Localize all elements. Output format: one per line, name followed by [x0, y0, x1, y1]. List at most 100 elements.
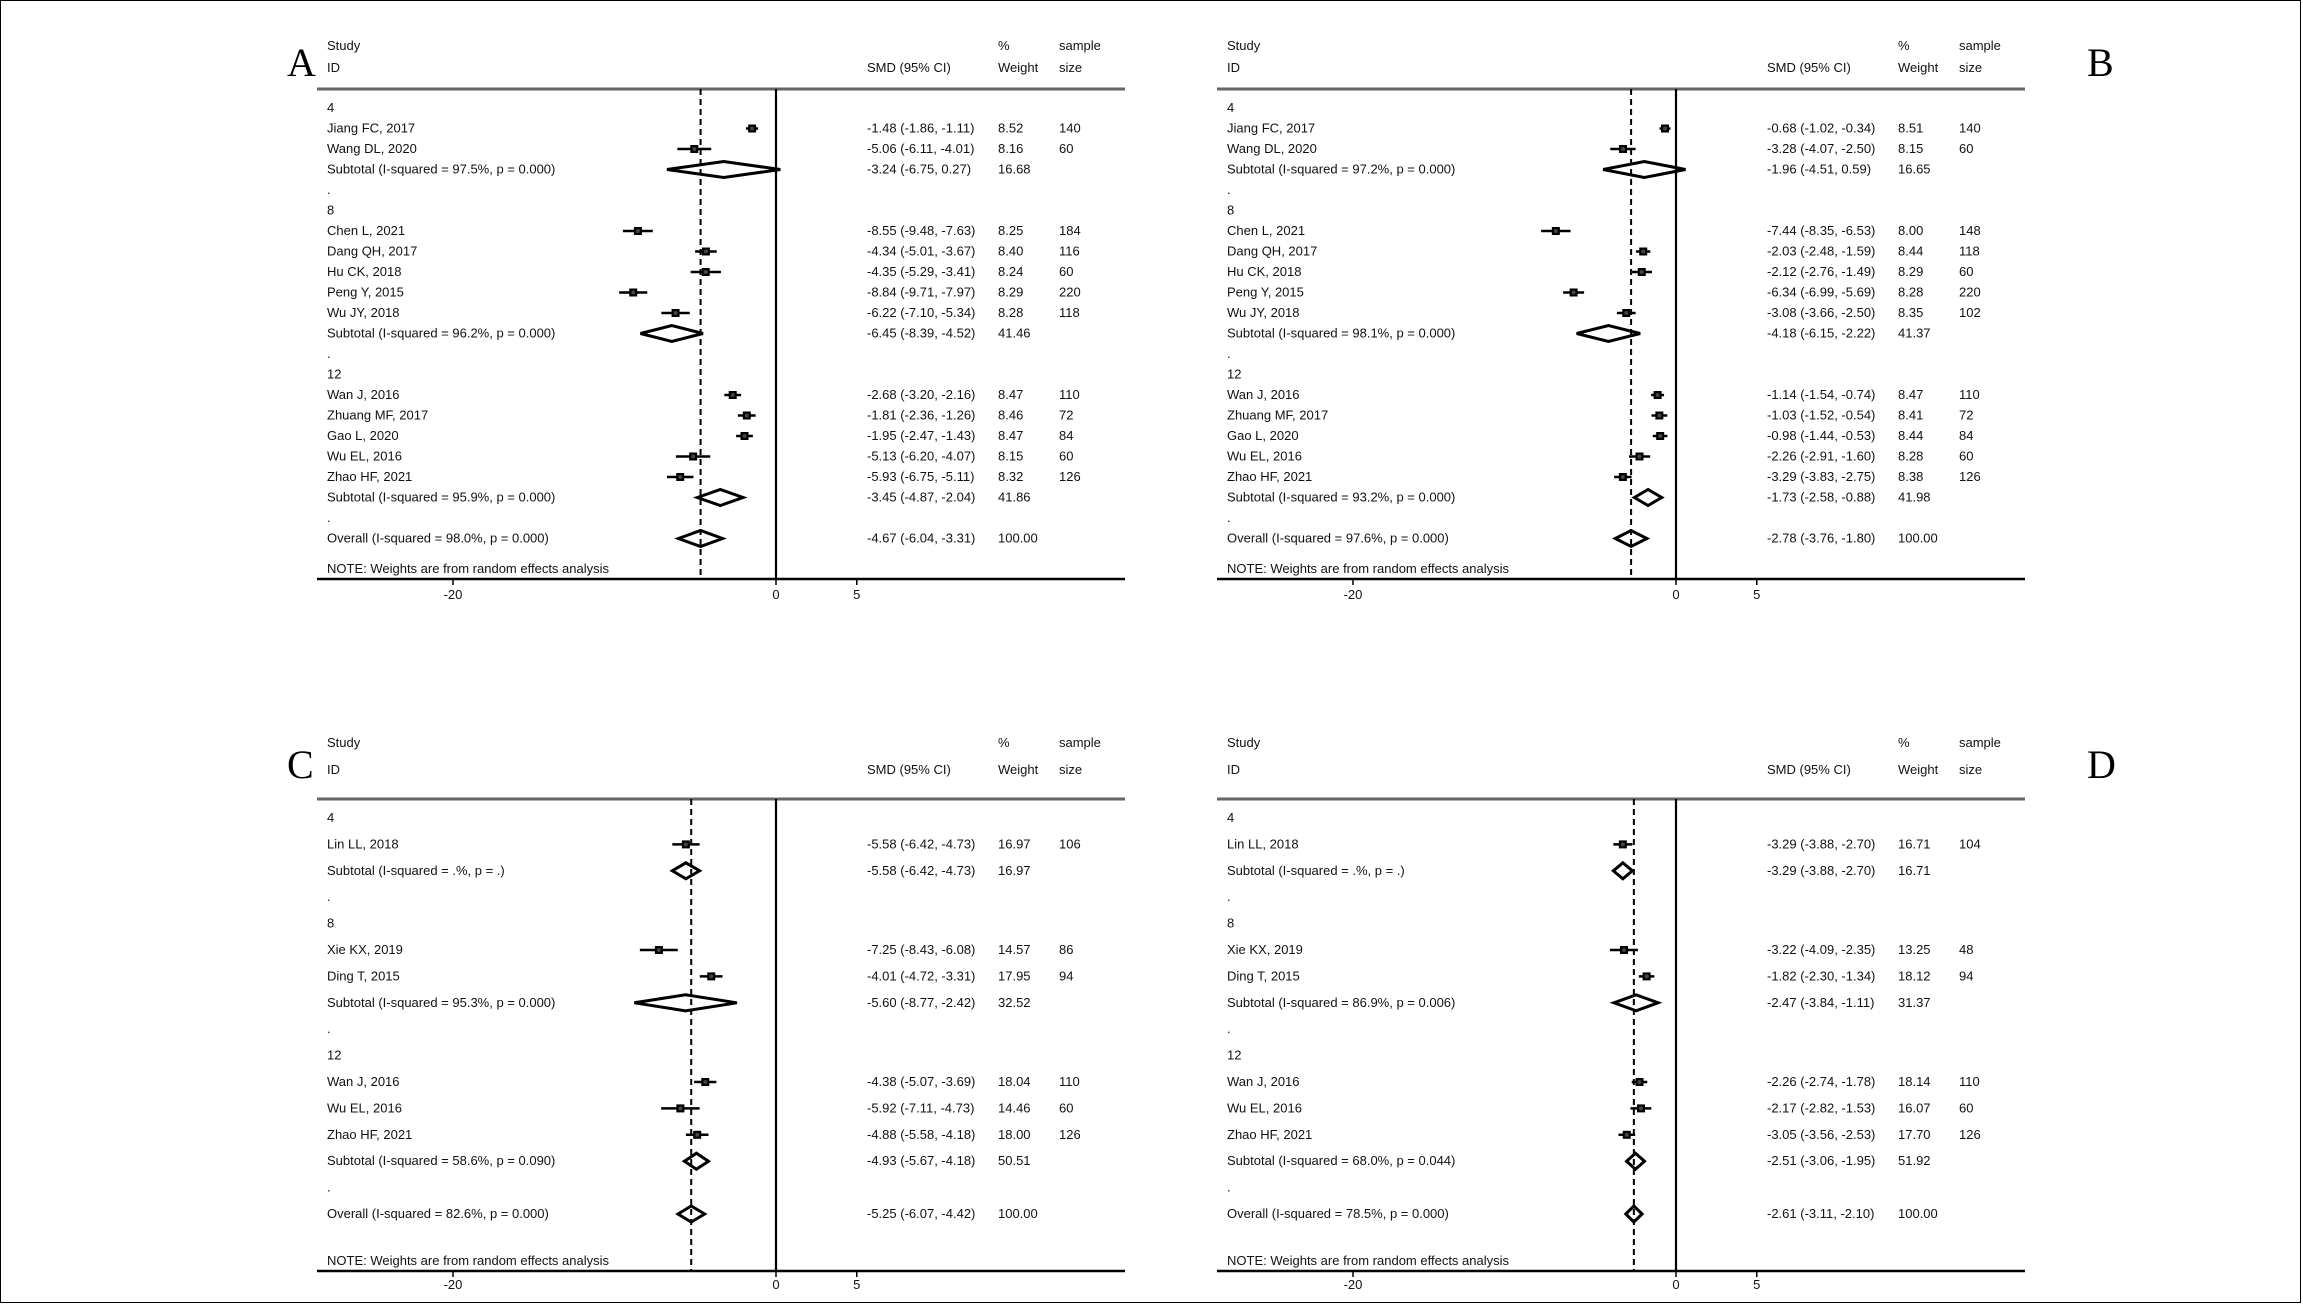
study-point-center [1624, 311, 1629, 315]
study-sample-size: 94 [1059, 968, 1073, 983]
study-name: Hu CK, 2018 [327, 264, 401, 279]
panel-label: C [287, 742, 314, 787]
study-ci-text: -8.55 (-9.48, -7.63) [867, 223, 975, 238]
study-weight: 8.47 [1898, 387, 1923, 402]
study-weight: 17.95 [998, 968, 1031, 983]
overall-diamond [675, 1204, 708, 1224]
study-weight: 14.46 [998, 1100, 1031, 1115]
overall-weight: 100.00 [1898, 531, 1938, 546]
separator-dot: . [1227, 182, 1231, 197]
x-tick-label: 0 [772, 1277, 779, 1292]
study-point-center [1621, 147, 1626, 151]
subtotal-diamond [1624, 1151, 1647, 1172]
study-sample-size: 84 [1059, 428, 1073, 443]
study-ci-text: -4.01 (-4.72, -3.31) [867, 968, 975, 983]
study-name: Wu EL, 2016 [1227, 1100, 1302, 1115]
study-sample-size: 94 [1959, 968, 1973, 983]
study-name: Hu CK, 2018 [1227, 264, 1301, 279]
group-label: 8 [327, 916, 334, 931]
footnote: NOTE: Weights are from random effects an… [327, 1253, 610, 1268]
study-ci-text: -0.98 (-1.44, -0.53) [1767, 428, 1875, 443]
study-sample-size: 60 [1059, 141, 1073, 156]
study-weight: 8.24 [998, 264, 1023, 279]
study-point-center [1663, 126, 1668, 131]
study-ci-text: -3.29 (-3.88, -2.70) [1767, 836, 1875, 851]
subtotal-label: Subtotal (I-squared = 95.3%, p = 0.000) [327, 995, 555, 1010]
header-sample: sample [1059, 735, 1101, 750]
group-label: 4 [1227, 100, 1234, 115]
study-point-center [1621, 948, 1626, 952]
overall-ci-text: -4.67 (-6.04, -3.31) [867, 531, 975, 546]
subtotal-ci-text: -3.29 (-3.88, -2.70) [1767, 863, 1875, 878]
study-point-center [703, 249, 708, 254]
subtotal-ci-text: -2.51 (-3.06, -1.95) [1767, 1153, 1875, 1168]
study-ci-text: -2.26 (-2.74, -1.78) [1767, 1074, 1875, 1089]
study-sample-size: 60 [1959, 1100, 1973, 1115]
group-label: 12 [1227, 1048, 1241, 1063]
study-weight: 8.15 [998, 449, 1023, 464]
study-sample-size: 102 [1959, 305, 1981, 320]
study-weight: 8.41 [1898, 408, 1923, 423]
study-ci-text: -2.03 (-2.48, -1.59) [1767, 244, 1875, 259]
group-label: 4 [327, 810, 334, 825]
study-ci-text: -8.84 (-9.71, -7.97) [867, 285, 975, 300]
study-name: Zhuang MF, 2017 [1227, 408, 1328, 423]
study-ci-text: -2.17 (-2.82, -1.53) [1767, 1100, 1875, 1115]
study-ci-text: -2.68 (-3.20, -2.16) [867, 387, 975, 402]
header-study: Study [1227, 38, 1261, 53]
separator-dot: . [1227, 1021, 1231, 1036]
subtotal-weight: 51.92 [1898, 1153, 1931, 1168]
study-name: Chen L, 2021 [1227, 223, 1305, 238]
overall-label: Overall (I-squared = 82.6%, p = 0.000) [327, 1206, 549, 1221]
separator-dot: . [327, 1021, 331, 1036]
x-tick-label: -20 [444, 1277, 463, 1292]
study-sample-size: 126 [1959, 1127, 1981, 1142]
x-tick-label: -20 [444, 587, 463, 602]
study-weight: 8.28 [998, 305, 1023, 320]
study-weight: 8.38 [1898, 469, 1923, 484]
study-name: Xie KX, 2019 [327, 942, 403, 957]
separator-dot: . [327, 346, 331, 361]
study-weight: 8.40 [998, 244, 1023, 259]
study-weight: 8.28 [1898, 449, 1923, 464]
subtotal-weight: 16.97 [998, 863, 1031, 878]
study-ci-text: -1.48 (-1.86, -1.11) [867, 121, 974, 136]
header-id: ID [327, 60, 340, 75]
forest-panel-d: D Study ID SMD (95% CI)% Weight sample size -20… [1217, 735, 2116, 1292]
separator-dot: . [327, 182, 331, 197]
header-weight: Weight [1898, 762, 1939, 777]
study-weight: 16.07 [1898, 1100, 1931, 1115]
study-sample-size: 110 [1959, 1074, 1980, 1089]
study-sample-size: 104 [1959, 836, 1981, 851]
overall-label: Overall (I-squared = 78.5%, p = 0.000) [1227, 1206, 1449, 1221]
study-weight: 16.71 [1898, 836, 1931, 851]
overall-diamond [1623, 1203, 1645, 1225]
forest-panel-b: B Study ID SMD (95% CI)% Weight sample size -20… [1217, 38, 2114, 602]
study-name: Jiang FC, 2017 [327, 121, 415, 136]
overall-label: Overall (I-squared = 97.6%, p = 0.000) [1227, 531, 1449, 546]
study-point-center [692, 147, 697, 151]
study-ci-text: -3.29 (-3.83, -2.75) [1767, 469, 1875, 484]
study-point-center [678, 1106, 683, 1111]
study-sample-size: 86 [1059, 942, 1073, 957]
study-weight: 17.70 [1898, 1127, 1931, 1142]
study-point-center [1644, 974, 1649, 979]
study-ci-text: -0.68 (-1.02, -0.34) [1767, 121, 1875, 136]
study-point-center [709, 974, 714, 979]
forest-panel-c: C Study ID SMD (95% CI)% Weight sample size -20… [287, 735, 1125, 1292]
study-point-center [744, 413, 749, 418]
subtotal-weight: 41.46 [998, 326, 1031, 341]
study-name: Wu JY, 2018 [1227, 305, 1300, 320]
study-sample-size: 116 [1059, 244, 1080, 259]
x-tick-label: 5 [1753, 587, 1760, 602]
study-point-center [750, 126, 755, 131]
study-point-center [635, 229, 640, 233]
x-tick-label: -20 [1344, 1277, 1363, 1292]
header-size: size [1959, 762, 1982, 777]
subtotal-diamond [692, 487, 748, 508]
header-effect: SMD (95% CI) [1767, 60, 1851, 75]
x-tick-label: 0 [1672, 587, 1679, 602]
study-weight: 18.04 [998, 1074, 1031, 1089]
study-ci-text: -1.03 (-1.52, -0.54) [1767, 408, 1875, 423]
subtotal-diamond [1631, 487, 1665, 508]
